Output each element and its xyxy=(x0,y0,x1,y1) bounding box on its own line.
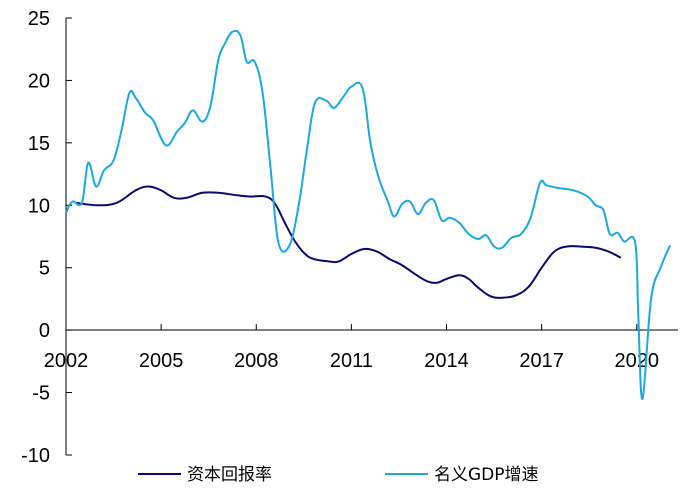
x-tick-label: 2014 xyxy=(424,350,469,372)
legend: 资本回报率 名义GDP增速 xyxy=(138,465,539,485)
y-tick-label: 20 xyxy=(28,70,50,92)
y-tick-label: -10 xyxy=(21,445,50,467)
y-tick-label: -5 xyxy=(32,383,50,405)
y-tick-label: 0 xyxy=(39,320,50,342)
y-tick-label: 10 xyxy=(28,195,50,217)
y-ticks: 25 20 15 10 5 0 -5 -10 xyxy=(21,8,72,467)
legend-label-nominal-gdp-growth: 名义GDP增速 xyxy=(434,465,539,485)
x-tick-label: 2011 xyxy=(330,350,373,372)
series-line-nominal-gdp-growth xyxy=(65,29,671,400)
y-tick-label: 5 xyxy=(39,258,50,280)
series-line-capital-return xyxy=(75,185,622,299)
series-lines xyxy=(65,29,671,400)
x-tick-label: 2017 xyxy=(519,350,564,372)
x-ticks: 2002 2005 2008 2011 2014 2017 2020 xyxy=(44,324,659,372)
y-tick-label: 15 xyxy=(28,133,50,155)
x-tick-label: 2005 xyxy=(139,350,184,372)
y-axis: 25 20 15 10 5 0 -5 -10 xyxy=(21,8,72,467)
y-tick-label: 25 xyxy=(28,8,50,30)
x-tick-label: 2002 xyxy=(44,350,89,372)
x-tick-label: 2008 xyxy=(234,350,279,372)
legend-label-capital-return: 资本回报率 xyxy=(187,465,272,485)
x-axis: 2002 2005 2008 2011 2014 2017 2020 xyxy=(44,324,678,372)
x-tick-label: 2020 xyxy=(615,350,660,372)
